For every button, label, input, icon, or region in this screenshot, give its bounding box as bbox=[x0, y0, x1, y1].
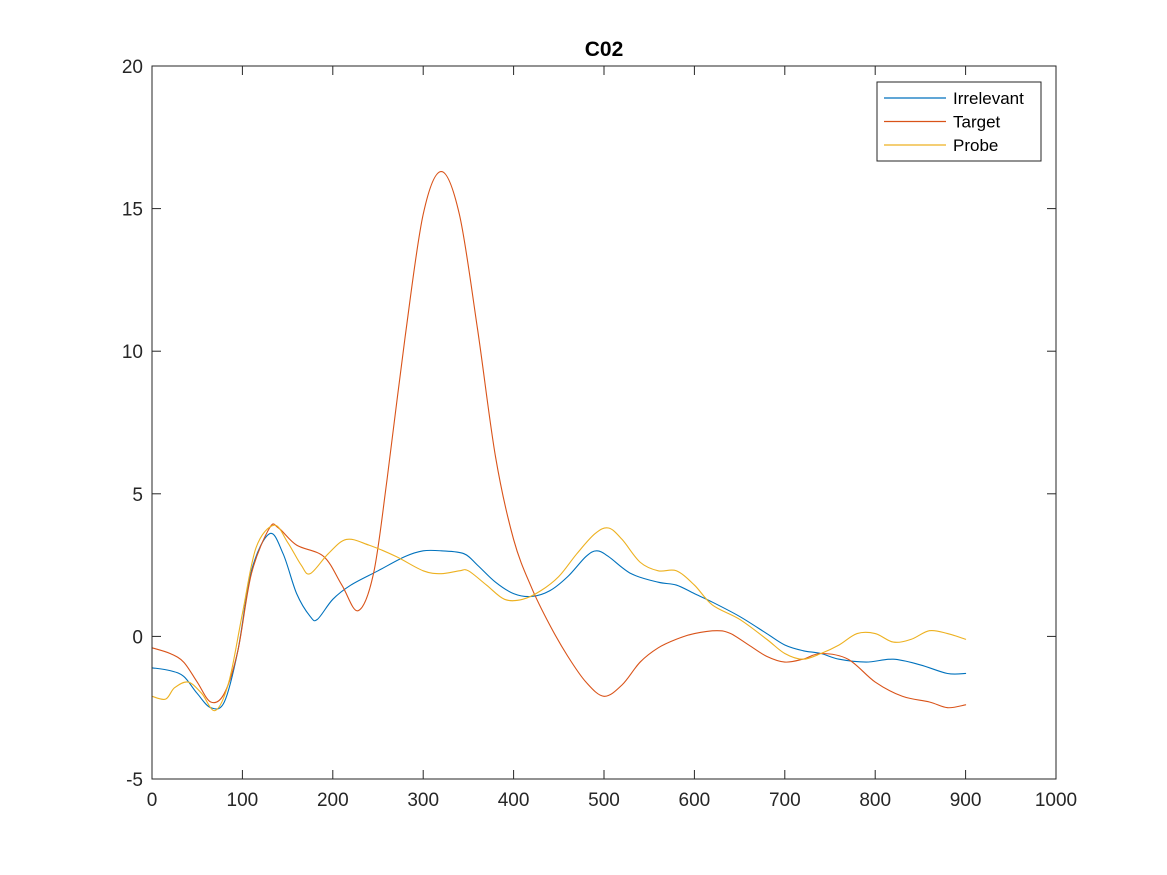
series-lines bbox=[151, 170, 967, 712]
legend-label-irrelevant: Irrelevant bbox=[953, 89, 1024, 108]
axis-ticks: 0 100 200 300 400 500 600 700 800 900 1000-5051015… bbox=[122, 57, 1077, 811]
plot-area bbox=[152, 66, 1056, 779]
y-tick-label: 20 bbox=[122, 57, 143, 78]
legend: Irrelevant Target Probe bbox=[876, 81, 1042, 162]
y-tick-label: 10 bbox=[122, 342, 143, 363]
legend-label-probe: Probe bbox=[953, 136, 998, 155]
series-line-probe bbox=[151, 524, 967, 712]
y-tick-label: -5 bbox=[126, 770, 143, 791]
x-tick-label: 100 bbox=[227, 790, 259, 811]
chart-title: C02 bbox=[585, 38, 624, 61]
legend-label-target: Target bbox=[953, 113, 1001, 132]
series-line-irrelevant bbox=[151, 532, 967, 710]
series-line-target bbox=[151, 170, 967, 709]
x-tick-label: 300 bbox=[407, 790, 439, 811]
x-tick-label: 500 bbox=[588, 790, 620, 811]
y-tick-label: 0 bbox=[132, 627, 143, 648]
x-tick-label: 200 bbox=[317, 790, 349, 811]
x-tick-label: 600 bbox=[679, 790, 711, 811]
x-tick-label: 0 bbox=[147, 790, 158, 811]
x-tick-label: 400 bbox=[498, 790, 530, 811]
x-tick-label: 700 bbox=[769, 790, 801, 811]
x-tick-label: 900 bbox=[950, 790, 982, 811]
y-tick-label: 5 bbox=[132, 485, 143, 506]
x-tick-label: 1000 bbox=[1035, 790, 1077, 811]
x-tick-label: 800 bbox=[859, 790, 891, 811]
y-tick-label: 15 bbox=[122, 200, 143, 221]
